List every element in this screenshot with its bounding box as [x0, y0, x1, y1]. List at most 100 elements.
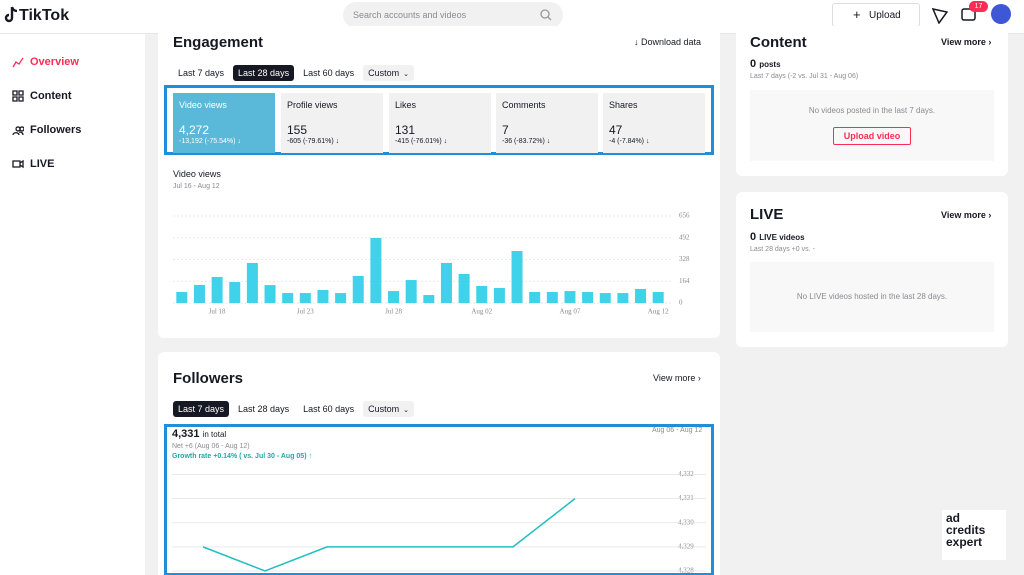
- avatar[interactable]: [991, 4, 1011, 24]
- download-link[interactable]: ↓ Download data: [634, 37, 702, 47]
- change-text: -13,192 (-75.54%): [179, 138, 236, 145]
- metric-change: -13,192 (-75.54%) ↓: [179, 138, 241, 145]
- metric-card[interactable]: Likes 131 -415 (-76.01%) ↓: [389, 93, 491, 153]
- tab-row: Last 7 days Last 28 days Last 60 days Custo…: [173, 63, 418, 81]
- tab[interactable]: Last 60 days: [298, 65, 359, 81]
- count-note: Last 7 days (-2 vs. Jul 31 - Aug 06): [750, 73, 859, 80]
- tab-row: Last 7 days Last 28 days Last 60 days Custo…: [173, 399, 418, 417]
- nav-item[interactable]: LIVE: [30, 158, 55, 170]
- bar: [652, 291, 664, 303]
- y-tick-label: 0: [679, 299, 683, 307]
- tab[interactable]: Last 28 days: [233, 65, 295, 81]
- view-more-label: View more: [941, 37, 986, 47]
- search-box[interactable]: Search accounts and videos: [343, 2, 563, 28]
- x-tick-label: Jul 23: [297, 308, 314, 316]
- x-tick-label: Aug 07: [560, 308, 581, 316]
- inbox-icon[interactable]: [932, 8, 948, 24]
- bar: [299, 293, 311, 303]
- search-placeholder: Search accounts and videos: [353, 10, 467, 20]
- view-more[interactable]: View more ›: [941, 37, 992, 47]
- view-more[interactable]: View more ›: [653, 373, 701, 383]
- total-followers: 4,331 in total: [172, 428, 226, 440]
- tab[interactable]: Last 28 days: [233, 401, 294, 417]
- tab[interactable]: Last 60 days: [298, 401, 359, 417]
- download-label: Download data: [641, 37, 702, 47]
- nav-item[interactable]: Overview: [30, 56, 79, 68]
- bar: [564, 291, 576, 303]
- highlight-box: [164, 424, 714, 575]
- y-tick-label: 328: [679, 255, 690, 263]
- tab[interactable]: Custom ⌄: [363, 65, 415, 81]
- metric-change: -605 (-79.61%) ↓: [287, 138, 339, 145]
- metric-value: 4,272: [179, 123, 210, 137]
- metric-label: Comments: [502, 100, 546, 110]
- chart-title: Video views: [173, 169, 221, 179]
- x-tick-label: Aug 12: [648, 308, 669, 316]
- count-note: Last 28 days +0 vs. -: [750, 246, 815, 253]
- bar: [529, 291, 541, 303]
- bar: [458, 273, 470, 303]
- view-more-label: View more: [653, 373, 696, 383]
- logo-icon: [4, 6, 18, 23]
- total-value: 4,331: [172, 428, 200, 440]
- metric-change: -415 (-76.01%) ↓: [395, 138, 447, 145]
- net-change: Net +6 (Aug 06 - Aug 12): [172, 443, 250, 450]
- bar: [211, 277, 223, 303]
- metric-value: 155: [287, 123, 308, 137]
- section-title: LIVE: [750, 206, 784, 223]
- plus-icon: +: [853, 7, 861, 22]
- icon-path: [12, 90, 24, 102]
- bar: [246, 262, 258, 303]
- section-title: Followers: [173, 370, 244, 387]
- line-series: [202, 498, 576, 572]
- date-range: Aug 06 - Aug 12: [652, 427, 703, 434]
- count-label: LIVE videos: [759, 233, 805, 242]
- metric-value: 47: [609, 123, 623, 137]
- bar: [635, 288, 647, 303]
- bar: [317, 290, 329, 303]
- icon-path: [12, 57, 24, 68]
- empty-state: No videos posted in the last 7 days. Upl…: [750, 90, 994, 161]
- bar: [176, 291, 188, 303]
- tab[interactable]: Last 7 days: [173, 65, 229, 81]
- bar: [440, 262, 452, 303]
- upload-video-button[interactable]: Upload video: [832, 127, 912, 145]
- tab[interactable]: Last 7 days: [173, 401, 230, 417]
- watermark-line: ad: [946, 511, 961, 525]
- bar: [388, 291, 400, 303]
- metric-card[interactable]: Profile views 155 -605 (-79.61%) ↓: [281, 93, 383, 153]
- nav-item[interactable]: Content: [30, 90, 72, 102]
- bar: [405, 280, 417, 303]
- y-tick-label: 656: [679, 212, 690, 220]
- logo: TikTok: [19, 7, 70, 24]
- metric-card[interactable]: Video views 4,272 -13,192 (-75.54%) ↓: [173, 93, 275, 153]
- icon-path: [12, 126, 24, 136]
- tab-label: Last 60 days: [303, 404, 355, 414]
- bar: [546, 291, 558, 303]
- bar: [370, 238, 382, 303]
- messages-icon[interactable]: [961, 8, 977, 24]
- bar: [511, 251, 523, 303]
- growth-rate: Growth rate +0.14% ( vs. Jul 30 - Aug 05…: [172, 453, 312, 460]
- count-label: posts: [759, 60, 781, 69]
- icon-path: [12, 159, 24, 169]
- view-more[interactable]: View more ›: [941, 210, 992, 220]
- tab-label: Last 60 days: [303, 68, 355, 78]
- metric-card[interactable]: Shares 47 -4 (-7.84%) ↓: [603, 93, 705, 153]
- bar: [599, 293, 611, 303]
- tab[interactable]: Custom ⌄: [363, 401, 415, 417]
- search-icon[interactable]: [540, 9, 552, 21]
- nav-icon: [12, 126, 24, 136]
- tab-label: Last 7 days: [178, 404, 225, 414]
- section-title: Engagement: [173, 34, 264, 51]
- growth-label: Growth rate +0.14% ( vs. Jul 30 - Aug 05…: [172, 453, 307, 460]
- bar: [493, 288, 505, 303]
- x-tick-label: Jul 28: [385, 308, 402, 316]
- dropdown-icon: ⌄: [403, 407, 410, 414]
- nav-item[interactable]: Followers: [30, 124, 82, 136]
- bar: [229, 282, 241, 303]
- metric-value: 131: [395, 123, 416, 137]
- section-title: Content: [750, 34, 807, 51]
- metric-card[interactable]: Comments 7 -36 (-83.72%) ↓: [496, 93, 598, 153]
